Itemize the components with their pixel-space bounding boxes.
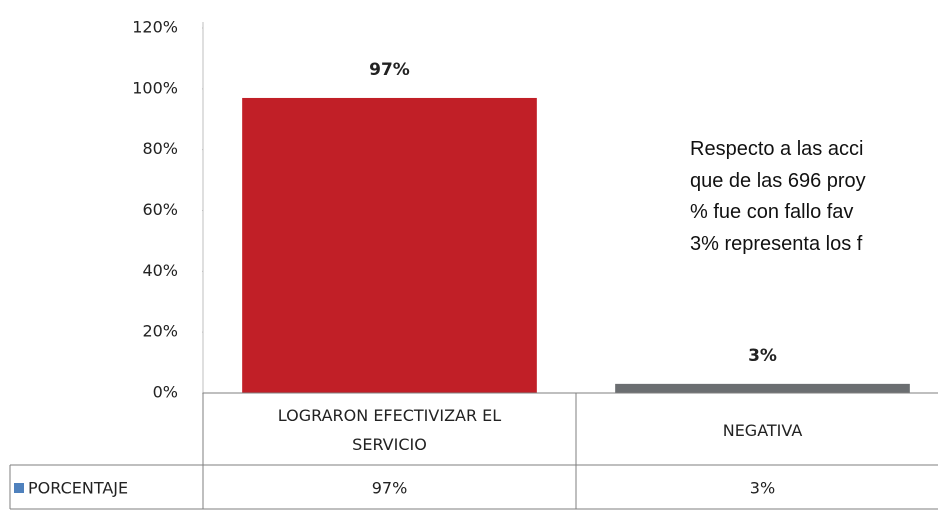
annotation-line: Respecto a las acci bbox=[690, 138, 864, 160]
x-tick-label: LOGRARON EFECTIVIZAR EL SERVICIO bbox=[277, 406, 502, 454]
y-tick-label: 80% bbox=[142, 139, 178, 158]
legend-swatch bbox=[14, 483, 24, 493]
table-value: 3% bbox=[750, 479, 775, 498]
data-label: 3% bbox=[748, 346, 777, 366]
annotation-line: 3% representa los f bbox=[690, 232, 863, 255]
annotation-line: % fue con fallo fav bbox=[690, 201, 854, 223]
y-tick-label: 40% bbox=[142, 261, 178, 280]
table-value: 97% bbox=[372, 479, 408, 498]
legend-label: PORCENTAJE bbox=[28, 479, 128, 498]
bar bbox=[242, 97, 537, 393]
annotation-line: que de las 696 proy bbox=[690, 169, 866, 192]
y-tick-label: 20% bbox=[142, 322, 178, 341]
y-tick-label: 120% bbox=[132, 18, 178, 37]
x-tick-label: NEGATIVA bbox=[722, 420, 803, 440]
y-tick-label: 60% bbox=[142, 200, 178, 219]
bar bbox=[615, 383, 910, 393]
y-tick-label: 0% bbox=[153, 383, 178, 402]
y-tick-label: 100% bbox=[132, 78, 178, 97]
data-label: 97% bbox=[369, 60, 410, 80]
